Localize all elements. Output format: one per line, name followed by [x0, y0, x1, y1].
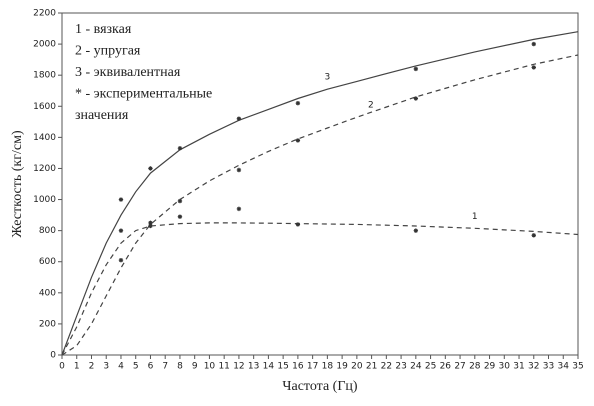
- x-tick-label: 11: [218, 362, 229, 372]
- x-tick-label: 20: [351, 362, 363, 372]
- y-tick-label: 1400: [33, 133, 56, 143]
- data-point: [236, 167, 242, 173]
- x-tick-label: 22: [381, 362, 392, 372]
- x-tick-label: 30: [499, 362, 511, 372]
- legend-text: 3 - эквивалентная: [75, 65, 181, 80]
- data-point: [177, 198, 183, 204]
- data-point: [236, 206, 242, 212]
- x-tick-label: 23: [395, 362, 406, 372]
- data-point: [413, 66, 419, 72]
- y-tick-label: 800: [39, 226, 56, 236]
- x-tick-label: 31: [513, 362, 524, 372]
- data-point: [148, 220, 153, 226]
- x-tick-label: 7: [162, 362, 168, 372]
- legend-text: значения: [75, 108, 129, 123]
- data-point: [531, 65, 536, 70]
- x-tick-label: 21: [366, 362, 377, 372]
- x-tick-label: 6: [148, 362, 154, 372]
- legend-text: 1 - вязкая: [75, 22, 132, 37]
- curve-label: 3: [325, 73, 331, 83]
- data-point: [148, 223, 153, 229]
- x-tick-label: 8: [177, 362, 183, 372]
- data-point: [177, 214, 183, 219]
- x-axis-title: Частота (Гц): [282, 379, 358, 394]
- x-tick-label: 14: [263, 362, 275, 372]
- series-line: [61, 222, 579, 356]
- data-point: [531, 233, 536, 238]
- x-tick-label: 28: [469, 362, 481, 372]
- y-axis-title: Жесткость (кг/см): [10, 130, 25, 238]
- x-tick-label: 18: [322, 362, 334, 372]
- x-tick-label: 33: [543, 362, 554, 372]
- data-point: [236, 116, 242, 121]
- data-point: [295, 138, 301, 143]
- x-tick-label: 27: [454, 362, 465, 372]
- x-tick-label: 2: [89, 362, 95, 372]
- plot-frame: [61, 12, 579, 356]
- y-tick-label: 1600: [33, 102, 56, 112]
- y-tick-label: 0: [50, 351, 56, 361]
- data-point: [413, 96, 419, 101]
- x-tick-label: 29: [484, 362, 496, 372]
- data-point: [177, 146, 183, 151]
- curve-label: 1: [472, 212, 478, 222]
- x-tick-label: 16: [292, 362, 304, 372]
- y-tick-label: 2200: [33, 9, 56, 19]
- x-tick-label: 34: [558, 362, 570, 372]
- y-tick-label: 1200: [33, 164, 56, 174]
- x-tick-label: 32: [528, 362, 539, 372]
- x-tick-label: 3: [103, 362, 109, 372]
- legend-text: 2 - упругая: [75, 44, 141, 59]
- x-tick-label: 24: [410, 362, 422, 372]
- x-tick-label: 15: [277, 362, 288, 372]
- y-tick-label: 400: [39, 288, 56, 298]
- series-line: [61, 31, 579, 356]
- data-point: [148, 166, 153, 171]
- x-tick-label: 25: [425, 362, 436, 372]
- data-point: [118, 197, 124, 202]
- data-point: [531, 41, 536, 47]
- data-point: [413, 228, 419, 233]
- y-tick-label: 1800: [33, 71, 56, 81]
- x-tick-label: 0: [59, 362, 65, 372]
- x-tick-label: 26: [440, 362, 452, 372]
- x-tick-label: 17: [307, 362, 318, 372]
- y-tick-label: 2000: [33, 40, 56, 50]
- data-point: [295, 100, 301, 106]
- data-point: [118, 257, 124, 263]
- y-tick-label: 600: [39, 257, 56, 267]
- x-tick-label: 12: [233, 362, 244, 372]
- curve-label: 2: [368, 101, 374, 111]
- data-point: [118, 228, 124, 233]
- x-tick-label: 5: [133, 362, 139, 372]
- x-tick-label: 19: [336, 362, 348, 372]
- y-tick-label: 200: [39, 319, 56, 329]
- x-tick-label: 13: [248, 362, 259, 372]
- x-tick-label: 4: [118, 362, 124, 372]
- legend-text: * - экспериментальные: [75, 87, 212, 102]
- x-tick-label: 35: [572, 362, 583, 372]
- data-point: [295, 222, 301, 227]
- x-tick-label: 9: [192, 362, 198, 372]
- y-tick-label: 1000: [33, 195, 56, 205]
- x-tick-label: 10: [204, 362, 216, 372]
- x-tick-label: 1: [74, 362, 80, 372]
